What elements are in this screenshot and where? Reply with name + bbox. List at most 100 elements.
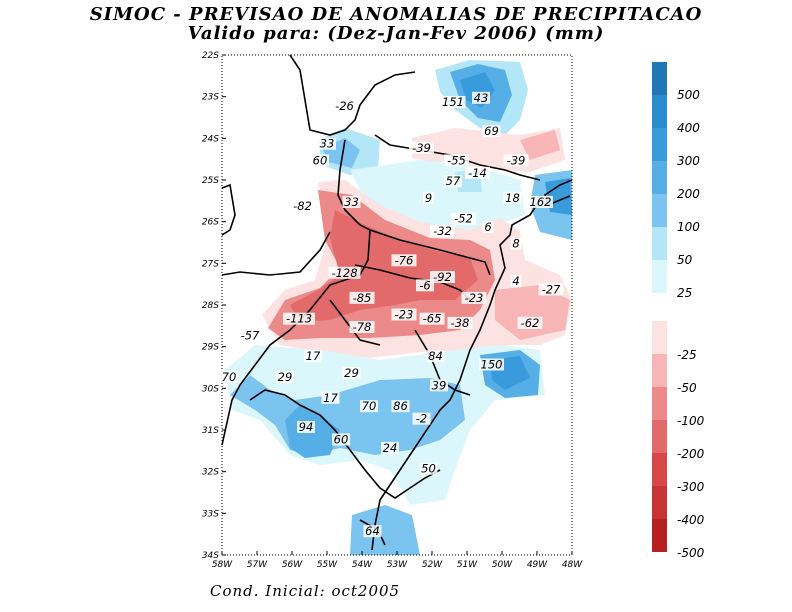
- anomaly-value-label: 39: [432, 378, 447, 392]
- anomaly-value-label: 60: [334, 433, 349, 447]
- anomaly-value-label: 43: [474, 91, 489, 105]
- anomaly-value-label: -32: [433, 224, 452, 238]
- value-label-bg: [482, 125, 501, 138]
- value-label-bg: [444, 154, 469, 167]
- value-label-bg: [430, 271, 455, 283]
- anomaly-value-label: -38: [451, 316, 470, 330]
- value-label-bg: [220, 371, 238, 383]
- colorbar-label: -100: [677, 414, 705, 428]
- anomaly-value-label: 29: [344, 366, 359, 380]
- colorbar-label: -200: [677, 447, 705, 461]
- colorbar-swatch: [652, 161, 667, 194]
- value-label-bg: [328, 266, 361, 279]
- anomaly-value-label: 8: [512, 237, 519, 251]
- anomaly-value-label: -39: [507, 153, 526, 167]
- value-label-bg: [360, 400, 378, 413]
- anomaly-value-label: 18: [505, 191, 520, 205]
- colorbar-label: 300: [677, 154, 700, 168]
- value-label-bg: [451, 212, 476, 225]
- anomaly-value-label: 17: [323, 391, 338, 405]
- lon-tick-label: 54W: [352, 560, 373, 570]
- negative-anomaly-peak-main: [290, 210, 478, 322]
- colorbar-label: 200: [677, 187, 700, 201]
- positive-anomaly-far-south: [350, 505, 420, 555]
- anomaly-value-label: 84: [428, 349, 443, 363]
- lat-tick-label: 32S: [202, 468, 219, 478]
- map-subtitle: Valido para: (Dez-Jan-Fev 2006) (mm): [187, 23, 605, 44]
- value-label-bg: [381, 441, 399, 454]
- anomaly-value-label: 6: [484, 220, 491, 234]
- anomaly-value-label: 33: [320, 137, 335, 151]
- lon-tick-label: 56W: [282, 560, 303, 570]
- value-label-bg: [426, 350, 445, 363]
- anomaly-value-label: 150: [481, 358, 503, 372]
- anomaly-value-label: -23: [395, 308, 414, 322]
- value-label-bg: [342, 366, 361, 379]
- value-label-bg: [430, 225, 455, 238]
- colorbar-label: 500: [677, 88, 700, 102]
- colorbar-label: 100: [677, 220, 700, 234]
- state-border-sc: [369, 229, 491, 276]
- colorbar-swatch: [652, 453, 667, 486]
- colorbar-swatch: [652, 321, 667, 354]
- value-label-bg: [297, 421, 315, 433]
- initial-condition-label: Cond. Inicial: oct2005: [210, 582, 401, 600]
- lat-tick-label: 33S: [202, 509, 219, 519]
- value-label-bg: [423, 191, 434, 204]
- value-label-bg: [503, 154, 529, 167]
- anomaly-value-label: -6: [419, 278, 430, 292]
- anomaly-value-label: 86: [393, 399, 408, 413]
- anomaly-value-label: -55: [447, 153, 466, 167]
- value-label-bg: [461, 291, 487, 304]
- colorbar-label: -400: [677, 513, 705, 527]
- value-label-bg: [479, 358, 504, 371]
- colorbar-swatch: [652, 519, 667, 552]
- lat-tick-label: 34S: [202, 551, 219, 561]
- anomaly-value-label: 4: [512, 274, 519, 288]
- value-label-bg: [391, 308, 417, 321]
- colorbar-label: 400: [677, 121, 700, 135]
- colorbar-label: 25: [677, 286, 692, 300]
- value-label-bg: [311, 154, 329, 167]
- anomaly-value-label: -85: [353, 291, 372, 305]
- value-label-bg: [419, 462, 438, 475]
- colorbar: 500 400 300 200 100 50 25 -25 -50 -100 -200 -300 -40…: [652, 62, 705, 560]
- anomaly-value-label: 70: [222, 370, 237, 384]
- anomaly-value-label: 17: [306, 349, 321, 363]
- value-label-bg: [332, 100, 357, 113]
- value-label-bg: [517, 316, 543, 329]
- lat-tick-label: 30S: [202, 384, 219, 394]
- value-label-bg: [538, 283, 564, 296]
- anomaly-value-label: 151: [442, 95, 464, 109]
- anomaly-value-label: -92: [433, 270, 452, 284]
- anomaly-value-label: -27: [542, 283, 561, 297]
- anomaly-value-label: -23: [465, 291, 484, 305]
- value-label-bg: [342, 196, 361, 208]
- value-label-bg: [465, 166, 490, 179]
- anomaly-value-label: 64: [365, 524, 380, 538]
- value-label-bg: [419, 312, 445, 325]
- value-label-bg: [332, 433, 350, 446]
- anomaly-value-label: -14: [468, 166, 487, 180]
- anomaly-value-label: 33: [344, 195, 359, 209]
- anomaly-value-label: 70: [362, 399, 377, 413]
- lon-tick-label: 50W: [492, 560, 513, 570]
- state-border-interior: [221, 183, 331, 276]
- value-label-bg: [318, 137, 336, 150]
- anomaly-value-label: 29: [278, 370, 293, 384]
- colorbar-label: -500: [677, 546, 705, 560]
- latitude-labels: 22S 23S 24S 25S 26S 27S 28S 29S 30S 31S 32S 33S 34S: [202, 51, 226, 561]
- anomaly-value-label: 50: [421, 462, 436, 476]
- value-label-bg: [482, 221, 494, 233]
- lat-tick-label: 29S: [202, 343, 219, 353]
- value-label-bg: [321, 391, 340, 404]
- colorbar-swatch: [652, 486, 667, 519]
- value-label-bg: [503, 191, 522, 204]
- longitude-labels: 58W 57W 56W 55W 54W 53W 52W 51W 50W 49W 48W: [212, 551, 583, 570]
- lon-tick-label: 58W: [212, 560, 233, 570]
- colorbar-swatch: [652, 420, 667, 453]
- value-label-bg: [391, 400, 410, 413]
- anomaly-value-label: 69: [484, 124, 499, 138]
- anomaly-value-label: -39: [412, 141, 431, 155]
- lon-tick-label: 48W: [562, 560, 583, 570]
